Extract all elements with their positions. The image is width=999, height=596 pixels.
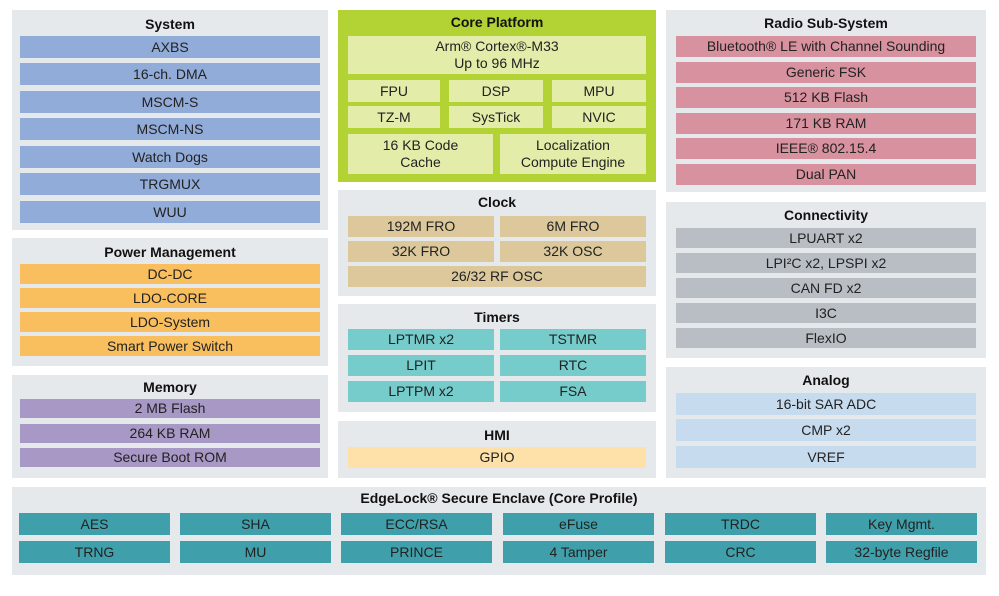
core-block: MPU xyxy=(552,80,646,102)
radio-block: IEEE® 802.15.4 xyxy=(676,138,976,159)
system-block: Watch Dogs xyxy=(20,146,320,168)
text-line: Compute Engine xyxy=(520,154,626,170)
system-block: MSCM-S xyxy=(20,91,320,113)
radio-title: Radio Sub-System xyxy=(764,15,888,31)
memory-block: 2 MB Flash xyxy=(20,399,320,418)
clock-block: 192M FRO xyxy=(348,216,494,237)
radio-block: Bluetooth® LE with Channel Sounding xyxy=(676,36,976,57)
edgelock-block: MU xyxy=(180,541,331,563)
core-title: Core Platform xyxy=(450,14,544,30)
connectivity-block: FlexIO xyxy=(676,328,976,348)
edgelock-block: TRDC xyxy=(665,513,816,535)
memory-block: Secure Boot ROM xyxy=(20,448,320,467)
edgelock-title: EdgeLock® Secure Enclave (Core Profile) xyxy=(360,490,638,506)
clock-block: 32K OSC xyxy=(500,241,646,262)
core-block: TZ-M xyxy=(348,106,440,128)
lce-block: Localization Compute Engine xyxy=(500,134,646,174)
system-block: AXBS xyxy=(20,36,320,58)
core-block: FPU xyxy=(348,80,440,102)
text-line: Up to 96 MHz xyxy=(454,55,540,71)
timers-block: LPTPM x2 xyxy=(348,381,494,402)
timers-block: RTC xyxy=(500,355,646,376)
radio-block: Dual PAN xyxy=(676,164,976,185)
power-title: Power Management xyxy=(104,244,236,260)
edgelock-block: TRNG xyxy=(19,541,170,563)
connectivity-title: Connectivity xyxy=(783,207,868,223)
panel-edgelock: EdgeLock® Secure Enclave (Core Profile) xyxy=(12,487,986,575)
hmi-block: GPIO xyxy=(348,447,646,468)
edgelock-block: Key Mgmt. xyxy=(826,513,977,535)
cpu-block-text: Arm® Cortex®-M33 Up to 96 MHz xyxy=(435,38,558,72)
core-block: NVIC xyxy=(552,106,646,128)
cache-block-text: 16 KB Code Cache xyxy=(383,137,459,171)
edgelock-block: eFuse xyxy=(503,513,654,535)
analog-block: 16-bit SAR ADC xyxy=(676,393,976,415)
connectivity-block: I3C xyxy=(676,303,976,323)
power-block: LDO-System xyxy=(20,312,320,332)
timers-block: LPIT xyxy=(348,355,494,376)
lce-block-text: Localization Compute Engine xyxy=(521,137,625,171)
text-line: 16 KB Code xyxy=(382,137,459,153)
analog-block: CMP x2 xyxy=(676,419,976,441)
edgelock-block: AES xyxy=(19,513,170,535)
power-block: DC-DC xyxy=(20,264,320,284)
edgelock-block: CRC xyxy=(665,541,816,563)
system-block: TRGMUX xyxy=(20,173,320,195)
text-line: Localization xyxy=(536,137,610,153)
power-block: LDO-CORE xyxy=(20,288,320,308)
timers-block: LPTMR x2 xyxy=(348,329,494,350)
edgelock-block: ECC/RSA xyxy=(341,513,492,535)
system-title: System xyxy=(145,16,195,32)
connectivity-block: CAN FD x2 xyxy=(676,278,976,298)
timers-block: FSA xyxy=(500,381,646,402)
timers-title: Timers xyxy=(474,309,520,325)
memory-title: Memory xyxy=(143,379,197,395)
radio-block: Generic FSK xyxy=(676,62,976,83)
cpu-block: Arm® Cortex®-M33 Up to 96 MHz xyxy=(348,36,646,74)
connectivity-block: LPI²C x2, LPSPI x2 xyxy=(676,253,976,273)
system-block: 16-ch. DMA xyxy=(20,63,320,85)
clock-block: 6M FRO xyxy=(500,216,646,237)
edgelock-block: PRINCE xyxy=(341,541,492,563)
system-block: MSCM-NS xyxy=(20,118,320,140)
cache-block: 16 KB Code Cache xyxy=(348,134,493,174)
edgelock-block: SHA xyxy=(180,513,331,535)
text-line: Arm® Cortex®-M33 xyxy=(435,38,559,54)
memory-block: 264 KB RAM xyxy=(20,424,320,443)
connectivity-block: LPUART x2 xyxy=(676,228,976,248)
clock-block: 32K FRO xyxy=(348,241,494,262)
timers-block: TSTMR xyxy=(500,329,646,350)
radio-block: 171 KB RAM xyxy=(676,113,976,134)
system-block: WUU xyxy=(20,201,320,223)
clock-title: Clock xyxy=(477,194,517,210)
analog-title: Analog xyxy=(802,372,850,388)
text-line: Cache xyxy=(400,154,441,170)
edgelock-block: 4 Tamper xyxy=(503,541,654,563)
analog-block: VREF xyxy=(676,446,976,468)
core-block: SysTick xyxy=(449,106,543,128)
power-block: Smart Power Switch xyxy=(20,336,320,356)
core-block: DSP xyxy=(449,80,543,102)
edgelock-block: 32-byte Regfile xyxy=(826,541,977,563)
clock-block: 26/32 RF OSC xyxy=(348,266,646,287)
radio-block: 512 KB Flash xyxy=(676,87,976,108)
hmi-title: HMI xyxy=(484,427,510,443)
